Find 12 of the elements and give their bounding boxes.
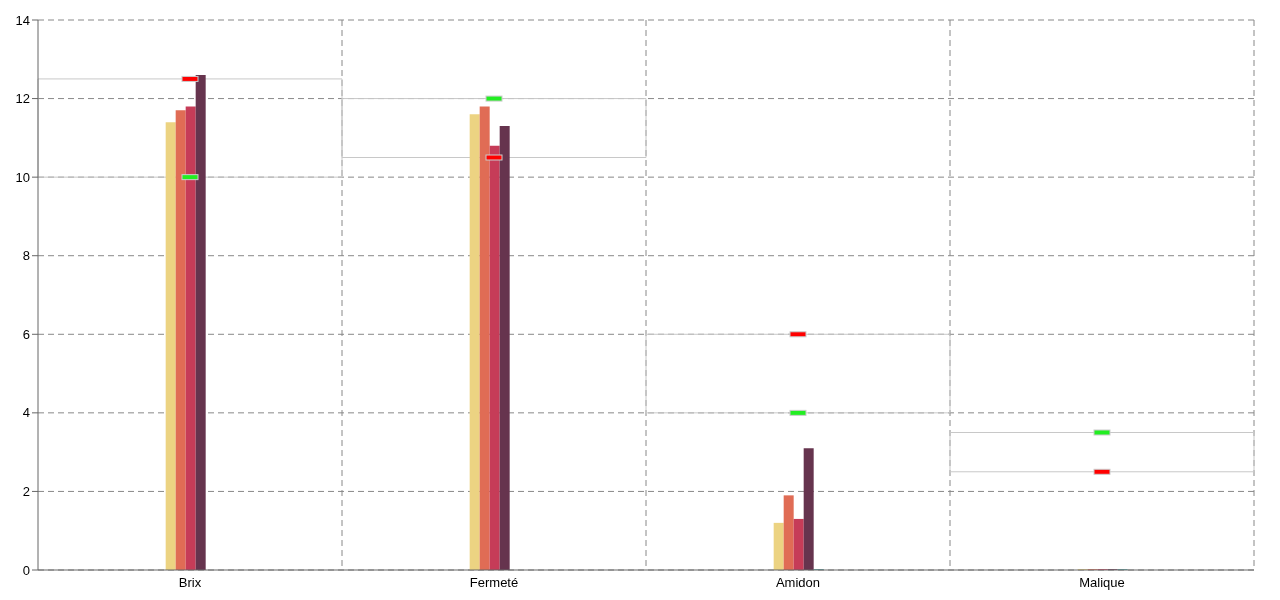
y-tick-label: 4 — [22, 405, 30, 421]
y-tick-label: 8 — [22, 248, 30, 264]
y-tick-label: 10 — [15, 169, 30, 185]
x-tick-label: Amidon — [775, 575, 821, 591]
y-tick-label: 14 — [15, 12, 30, 28]
x-tick-label: Fermeté — [469, 575, 519, 591]
x-tick-label: Malique — [1079, 575, 1125, 591]
y-tick-label: 0 — [22, 562, 30, 578]
y-tick-label: 2 — [22, 484, 30, 500]
x-tick-label: Brix — [178, 575, 202, 591]
y-tick-label: 12 — [15, 91, 30, 107]
y-tick-label: 6 — [22, 326, 30, 342]
